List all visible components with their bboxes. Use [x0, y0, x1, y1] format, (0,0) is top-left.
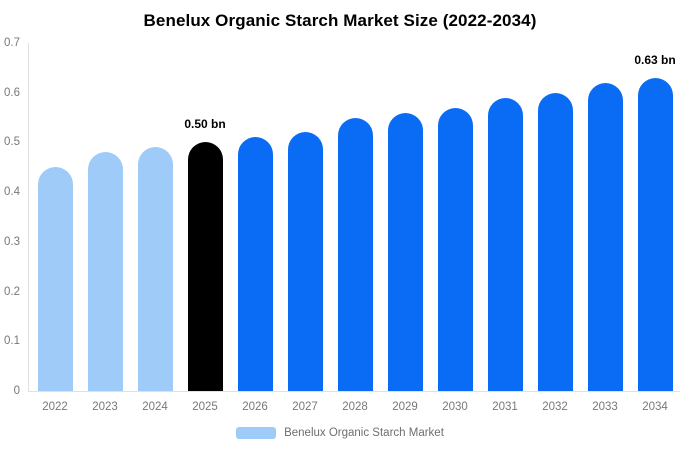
y-axis-tick-label: 0.4 [4, 186, 20, 199]
bar-2022 [37, 167, 73, 391]
y-axis-tick-label: 0.6 [4, 86, 20, 99]
bar-value-annotation: 0.63 bn [634, 52, 676, 67]
y-axis-tick-label: 0.1 [4, 335, 20, 348]
x-axis-tick-label: 2023 [92, 401, 118, 413]
y-axis-tick-label: 0.5 [4, 136, 20, 149]
legend-item[interactable]: Benelux Organic Starch Market [0, 427, 680, 439]
bar-2024 [137, 147, 173, 391]
chart-title: Benelux Organic Starch Market Size (2022… [143, 11, 537, 30]
bar-2032 [537, 92, 573, 391]
legend-label: Benelux Organic Starch Market [284, 427, 444, 439]
x-axis-tick-label: 2024 [142, 401, 168, 413]
bar-2025 [187, 142, 223, 391]
bar-value-annotation: 0.50 bn [184, 117, 226, 132]
bar-2027 [287, 132, 323, 391]
bar-2034 [637, 77, 673, 391]
x-axis-tick-label: 2034 [642, 401, 668, 413]
x-axis-line [28, 391, 680, 392]
x-axis-tick-label: 2031 [492, 401, 518, 413]
y-axis-line [28, 43, 29, 391]
x-axis-tick-label: 2029 [392, 401, 418, 413]
x-axis-tick-label: 2025 [192, 401, 218, 413]
legend-swatch [236, 427, 277, 439]
bar-2029 [387, 112, 423, 391]
x-axis-tick-label: 2032 [542, 401, 568, 413]
y-axis-tick-label: 0 [13, 385, 20, 397]
bar-2026 [237, 137, 273, 391]
bar-2031 [487, 97, 523, 391]
x-axis-tick-label: 2027 [292, 401, 318, 413]
x-axis-tick-label: 2026 [242, 401, 268, 413]
x-axis-tick-label: 2022 [42, 401, 68, 413]
x-axis-tick-label: 2033 [592, 401, 618, 413]
bar-2033 [587, 82, 623, 391]
bar-2028 [337, 117, 373, 391]
y-axis-tick-label: 0.3 [4, 235, 20, 248]
bar-2030 [437, 107, 473, 391]
x-axis-tick-label: 2030 [442, 401, 468, 413]
y-axis-tick-label: 0.7 [4, 37, 20, 49]
y-axis-tick-label: 0.2 [4, 285, 20, 298]
x-axis-tick-label: 2028 [342, 401, 368, 413]
bar-2023 [87, 152, 123, 391]
